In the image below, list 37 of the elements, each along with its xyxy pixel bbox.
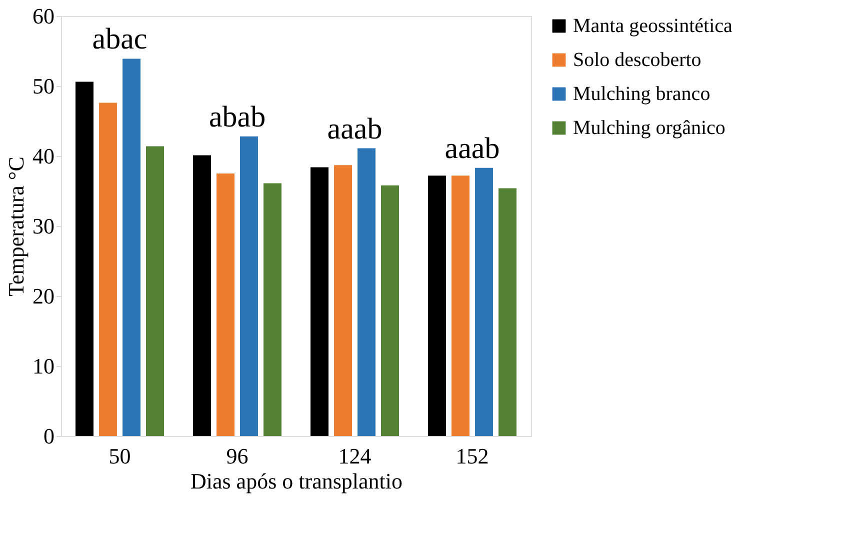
annotation: aaab xyxy=(444,132,500,165)
annotation: abac xyxy=(92,22,148,56)
bar xyxy=(428,176,446,436)
bar xyxy=(264,183,282,436)
x-tick-label: 50 xyxy=(108,444,131,468)
legend-label: Mulching branco xyxy=(573,83,710,105)
bar xyxy=(146,146,164,436)
y-tick-label: 0 xyxy=(44,424,54,448)
y-tick-label: 20 xyxy=(32,284,54,308)
bar xyxy=(193,155,211,436)
bar xyxy=(240,136,258,436)
annotation: abab xyxy=(208,100,266,134)
y-axis-title: Temperatura °C xyxy=(4,156,28,296)
bar xyxy=(122,58,140,436)
bar xyxy=(452,176,470,436)
bar xyxy=(310,167,328,436)
bar xyxy=(475,168,493,436)
x-axis-title: Dias após o transplantio xyxy=(190,468,403,494)
x-tick-label: 152 xyxy=(456,444,489,468)
legend-label: Mulching orgânico xyxy=(573,117,726,139)
y-tick-label: 30 xyxy=(32,214,54,238)
y-tick-label: 60 xyxy=(32,4,54,28)
bar xyxy=(381,185,399,436)
y-tick-label: 50 xyxy=(32,74,54,98)
x-tick-label: 124 xyxy=(338,444,372,468)
legend-label: Solo descoberto xyxy=(573,49,702,71)
x-tick-label: 96 xyxy=(226,444,248,468)
bar xyxy=(334,165,352,436)
bar xyxy=(99,102,117,436)
bar xyxy=(216,174,234,436)
y-tick-label: 40 xyxy=(32,144,54,168)
bar xyxy=(76,82,94,436)
y-tick-label: 10 xyxy=(32,354,54,378)
bar xyxy=(498,188,516,436)
legend-label: Manta geossintética xyxy=(573,15,733,37)
annotation: aaab xyxy=(327,112,382,146)
bar xyxy=(358,148,376,436)
